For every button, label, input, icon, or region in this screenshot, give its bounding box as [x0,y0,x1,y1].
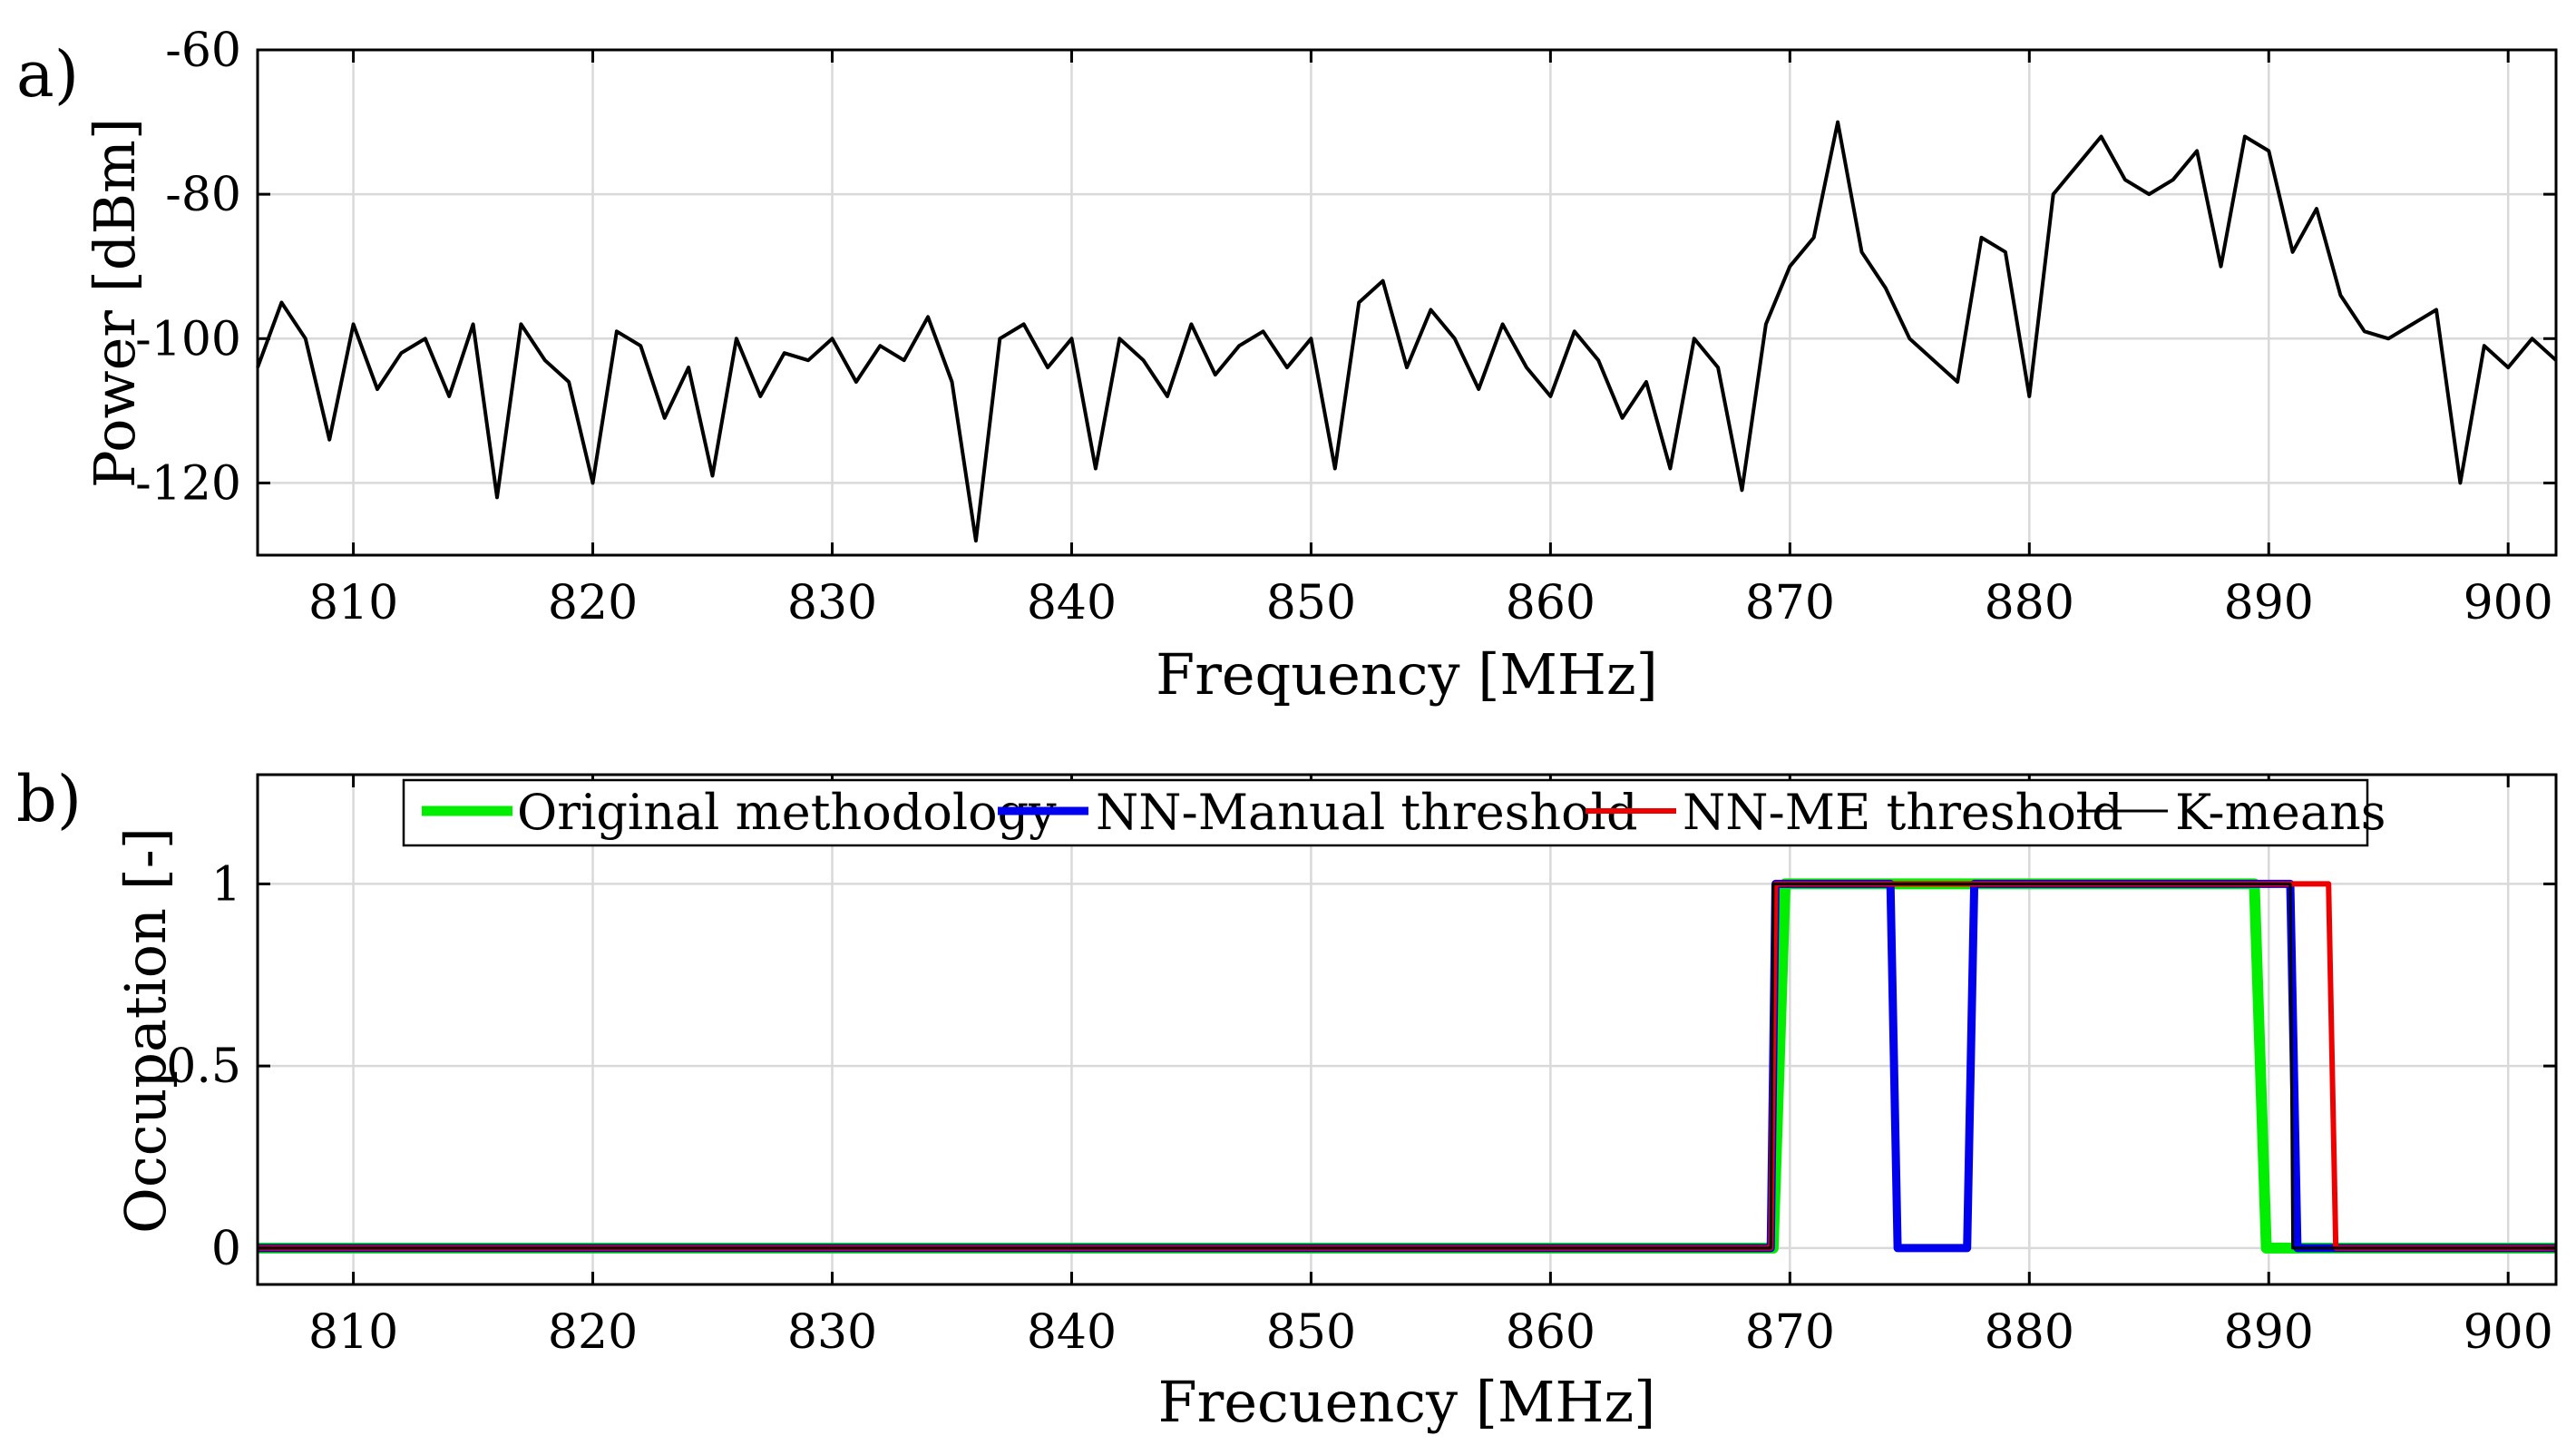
y-tick-label: -60 [165,24,241,78]
x-tick-label: 880 [1985,1305,2074,1360]
panel-b-occupation: b) 810 820 830 840 850 860 870 880 890 900 00.51 … [16,762,2558,1435]
panel-b-axes-frame [256,773,2558,1286]
panel-b-legend: Original methodology NN-Manual threshold… [402,778,2386,847]
panel-b-x-axis-label: Frecuency [MHz] [1158,1369,1656,1435]
panel-a-power-spectrum: a) 810 820 830 840 850 860 870 880 890 900 -60 -80… [16,24,2558,708]
x-tick-label: 860 [1506,576,1595,630]
x-tick-label: 840 [1027,576,1117,630]
x-tick-label: 810 [308,576,398,630]
x-tick-label: 880 [1985,576,2074,630]
panel-a-x-axis-label: Frequency [MHz] [1156,641,1658,708]
series-line-k-means [258,882,2556,1250]
panel-b-x-ticks: 810 820 830 840 850 860 870 880 890 900 [308,775,2553,1360]
y-tick-label: 1 [211,857,241,912]
panel-a-series [256,120,2558,543]
x-tick-label: 830 [787,1305,877,1360]
x-tick-label: 900 [2464,576,2553,630]
y-tick-label: -100 [135,312,241,366]
panel-b-y-ticks: 00.51 [166,857,2556,1276]
series-line-power-spectrum [256,120,2558,543]
x-tick-label: 820 [548,1305,638,1360]
panel-a-y-ticks: -60 -80 -100 -120 [135,24,2556,511]
x-tick-label: 820 [548,576,638,630]
y-tick-label: 0 [211,1222,241,1276]
x-tick-label: 870 [1745,576,1835,630]
legend-label-nn-manual: NN-Manual threshold [1096,784,1638,841]
x-tick-label: 890 [2224,576,2314,630]
panel-b-label: b) [16,762,82,836]
panel-a-axes-frame [256,48,2558,557]
panel-a-x-ticks: 810 820 830 840 850 860 870 880 890 900 [308,50,2553,630]
panel-a-y-axis-label: Power [dBm] [82,118,148,488]
x-tick-label: 900 [2464,1305,2553,1360]
x-tick-label: 850 [1266,576,1356,630]
x-tick-label: 860 [1506,1305,1595,1360]
legend-label-nn-me: NN-ME threshold [1683,784,2123,841]
legend-label-original: Original methodology [517,784,1057,841]
y-tick-label: 0.5 [166,1040,241,1094]
x-tick-label: 830 [787,576,877,630]
x-tick-label: 870 [1745,1305,1835,1360]
x-tick-label: 810 [308,1305,398,1360]
legend-box [402,778,2369,847]
panel-a-label: a) [16,37,79,112]
x-tick-label: 840 [1027,1305,1117,1360]
panel-a-grid [258,48,2556,555]
panel-b-grid [258,775,2556,1284]
y-tick-label: -120 [135,456,241,511]
x-tick-label: 890 [2224,1305,2314,1360]
legend-label-kmeans: K-means [2175,784,2386,841]
y-tick-label: -80 [165,168,241,222]
panel-b-series [258,878,2556,1254]
panel-b-y-axis-label: Occupation [-] [112,827,179,1234]
x-tick-label: 850 [1266,1305,1356,1360]
